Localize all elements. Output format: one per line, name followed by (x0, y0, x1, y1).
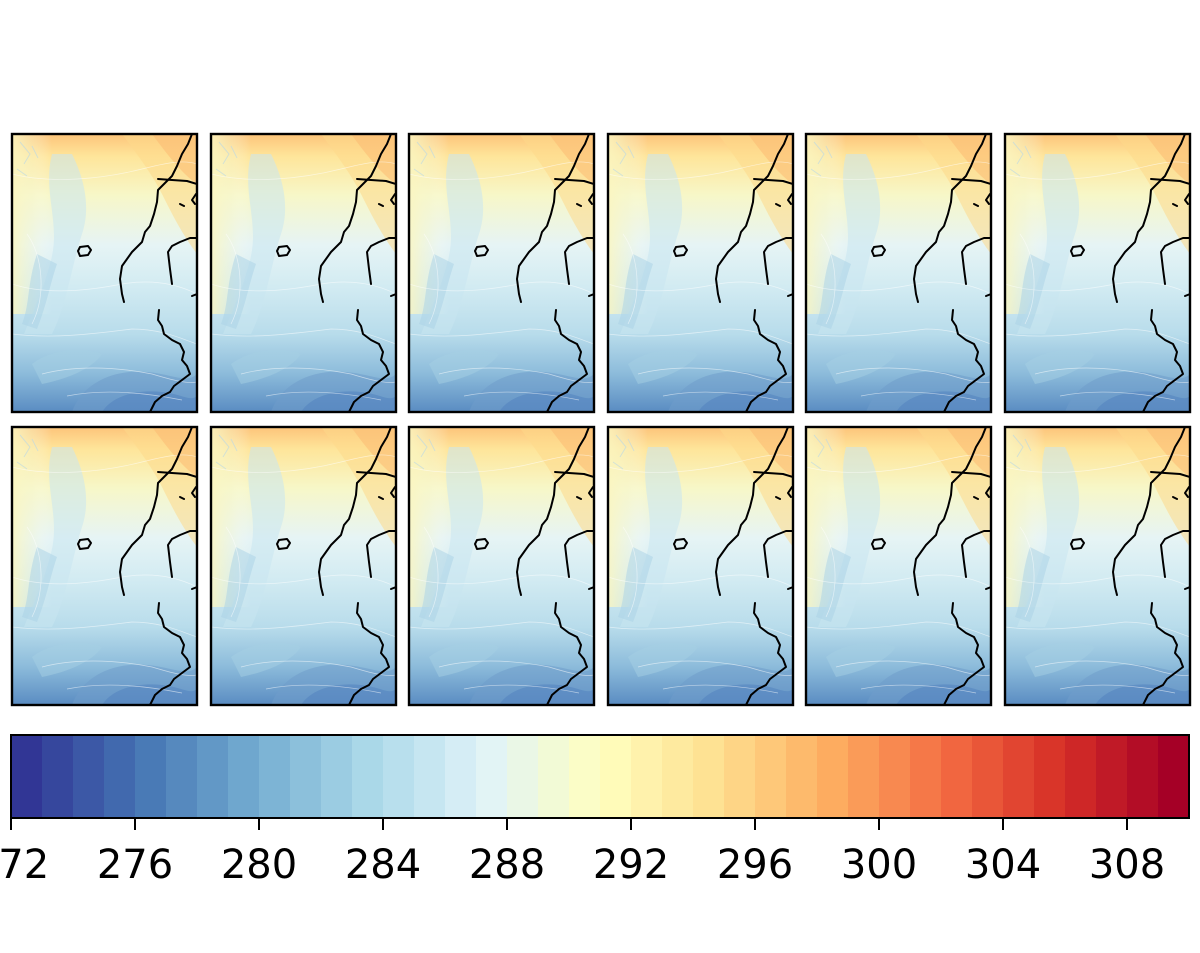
map-panel-frame (804, 132, 993, 414)
map-panel-frame (10, 425, 199, 707)
colorbar-level (73, 735, 105, 818)
colorbar-levels (11, 735, 1190, 818)
colorbar-level (1065, 735, 1097, 818)
colorbar-level (1034, 735, 1066, 818)
colorbar-tick-label: 284 (345, 842, 421, 888)
colorbar-level (476, 735, 508, 818)
colorbar-level (166, 735, 198, 818)
colorbar-level (662, 735, 694, 818)
colorbar-level (1003, 735, 1035, 818)
colorbar-frame (10, 734, 1190, 819)
map-panel (804, 425, 993, 707)
colorbar-level (538, 735, 570, 818)
colorbar-tick-label: 288 (469, 842, 545, 888)
map-panel (1003, 132, 1192, 414)
colorbar-level (290, 735, 322, 818)
map-panel-frame (407, 132, 596, 414)
colorbar-tick-label: 296 (717, 842, 793, 888)
colorbar-tick-label: 292 (593, 842, 669, 888)
colorbar-tick-label: 304 (965, 842, 1041, 888)
colorbar-level (197, 735, 229, 818)
colorbar-level (755, 735, 787, 818)
colorbar-level (259, 735, 291, 818)
map-panel (606, 425, 795, 707)
map-panel (407, 425, 596, 707)
map-panels (10, 132, 1192, 707)
colorbar-level (848, 735, 880, 818)
map-panel-frame (1003, 132, 1192, 414)
map-panel-frame (1003, 425, 1192, 707)
map-panel (10, 132, 199, 414)
colorbar-level (569, 735, 601, 818)
map-panel-frame (606, 425, 795, 707)
colorbar-level (941, 735, 973, 818)
colorbar-level (910, 735, 942, 818)
colorbar-level (693, 735, 725, 818)
colorbar-level (507, 735, 539, 818)
colorbar-level (414, 735, 446, 818)
colorbar-level (228, 735, 260, 818)
map-panel-frame (209, 132, 398, 414)
map-panel-frame (10, 132, 199, 414)
colorbar-level (42, 735, 74, 818)
colorbar-tick-label: 280 (221, 842, 297, 888)
map-panel (1003, 425, 1192, 707)
map-panel-frame (209, 425, 398, 707)
colorbar-level (879, 735, 911, 818)
map-panel-frame (407, 425, 596, 707)
colorbar-tick-label: 300 (841, 842, 917, 888)
colorbar: 272 276 280 284 288 292 296 300 304 308 (0, 734, 1190, 888)
map-panel-frame (606, 132, 795, 414)
colorbar-level (631, 735, 663, 818)
colorbar-level (817, 735, 849, 818)
colorbar-level (352, 735, 384, 818)
map-panel-frame (804, 425, 993, 707)
colorbar-tick-label: 276 (97, 842, 173, 888)
colorbar-level (1127, 735, 1159, 818)
map-panel (209, 425, 398, 707)
colorbar-level (1096, 735, 1128, 818)
colorbar-level (786, 735, 818, 818)
colorbar-level (383, 735, 415, 818)
map-panel (407, 132, 596, 414)
map-panel (804, 132, 993, 414)
colorbar-level (135, 735, 167, 818)
colorbar-level (445, 735, 477, 818)
colorbar-level (1158, 735, 1190, 818)
map-panel (606, 132, 795, 414)
colorbar-tick-label: 308 (1089, 842, 1165, 888)
colorbar-level (972, 735, 1004, 818)
colorbar-level (600, 735, 632, 818)
colorbar-ticks: 272 276 280 284 288 292 296 300 304 308 (0, 818, 1165, 888)
colorbar-tick-label: 272 (0, 842, 49, 888)
colorbar-level (104, 735, 136, 818)
map-panel (10, 425, 199, 707)
map-panel (209, 132, 398, 414)
colorbar-level (321, 735, 353, 818)
colorbar-level (724, 735, 756, 818)
colorbar-level (11, 735, 43, 818)
